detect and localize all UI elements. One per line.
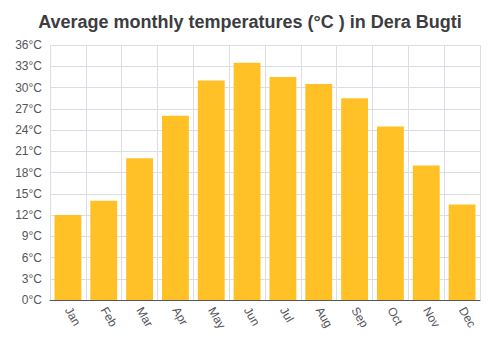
svg-text:Jan: Jan bbox=[62, 304, 84, 328]
svg-text:3°C: 3°C bbox=[22, 272, 42, 286]
svg-text:Average monthly temperatures (: Average monthly temperatures (°C ) in De… bbox=[38, 12, 462, 32]
svg-text:Sep: Sep bbox=[349, 304, 372, 330]
svg-text:Apr: Apr bbox=[169, 304, 190, 327]
svg-text:Feb: Feb bbox=[98, 304, 121, 329]
svg-text:Dec: Dec bbox=[456, 304, 479, 329]
svg-text:Aug: Aug bbox=[313, 304, 336, 329]
svg-text:May: May bbox=[205, 304, 228, 331]
svg-text:24°C: 24°C bbox=[15, 123, 42, 137]
svg-text:Jul: Jul bbox=[277, 304, 297, 324]
svg-text:21°C: 21°C bbox=[15, 144, 42, 158]
svg-text:Nov: Nov bbox=[420, 304, 443, 329]
svg-text:15°C: 15°C bbox=[15, 187, 42, 201]
svg-text:9°C: 9°C bbox=[22, 229, 42, 243]
svg-text:6°C: 6°C bbox=[22, 251, 42, 265]
svg-text:12°C: 12°C bbox=[15, 208, 42, 222]
svg-text:30°C: 30°C bbox=[15, 81, 42, 95]
svg-text:36°C: 36°C bbox=[15, 38, 42, 52]
svg-text:18°C: 18°C bbox=[15, 166, 42, 180]
svg-text:27°C: 27°C bbox=[15, 102, 42, 116]
svg-text:Jun: Jun bbox=[241, 304, 263, 328]
svg-text:Oct: Oct bbox=[384, 304, 406, 328]
svg-text:Mar: Mar bbox=[134, 304, 156, 329]
svg-text:0°C: 0°C bbox=[22, 293, 42, 307]
svg-text:33°C: 33°C bbox=[15, 59, 42, 73]
